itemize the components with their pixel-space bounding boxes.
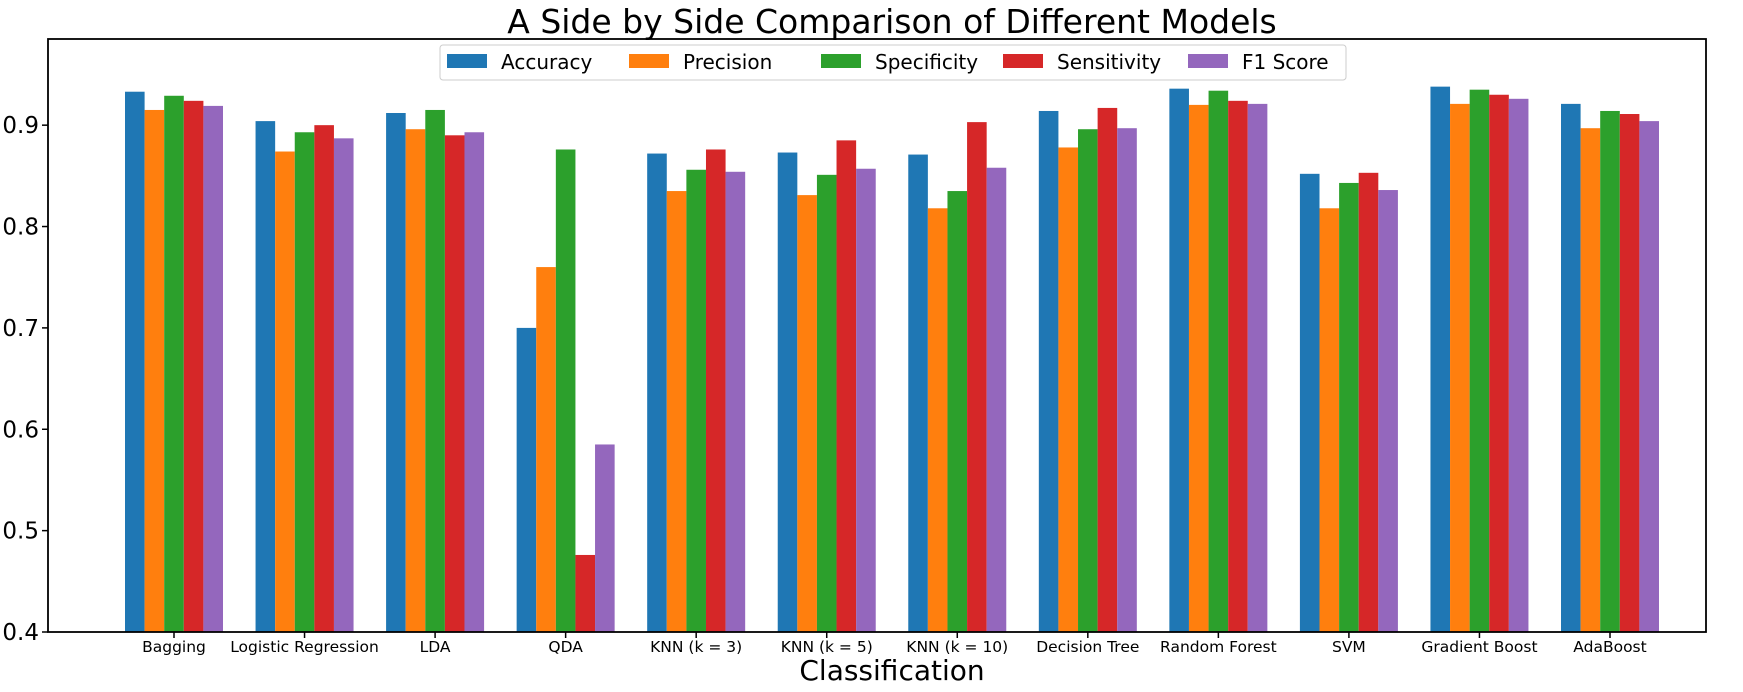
x-tick-label: KNN (k = 5) xyxy=(781,638,873,656)
bar-precision xyxy=(1319,208,1340,632)
bar-accuracy xyxy=(1299,173,1320,632)
y-tick-label: 0.6 xyxy=(2,417,39,443)
x-tick-label: AdaBoost xyxy=(1573,638,1646,656)
legend-label: F1 Score xyxy=(1242,50,1329,74)
bar-sensitivity xyxy=(967,122,987,633)
bar-accuracy xyxy=(1038,110,1059,633)
bar-accuracy xyxy=(1561,103,1581,632)
x-axis: Bagging Logistic Regression LDA QDA KNN (k =… xyxy=(142,632,1647,656)
bar-f1-score xyxy=(333,138,354,632)
bar-precision xyxy=(797,195,817,633)
bar-f1-score xyxy=(986,167,1007,633)
bar-f1-score xyxy=(464,132,485,632)
bar-accuracy xyxy=(908,154,928,632)
bar-accuracy xyxy=(386,113,406,632)
bar-precision xyxy=(405,129,426,632)
bar-precision xyxy=(1450,103,1470,632)
legend-label: Specificity xyxy=(875,50,978,74)
bar-sensitivity xyxy=(444,135,465,633)
legend-label: Precision xyxy=(683,50,772,74)
y-tick-label: 0.5 xyxy=(2,519,39,545)
y-axis: 0.4 0.5 0.6 0.7 0.8 0.9 xyxy=(2,113,48,646)
bar-precision xyxy=(927,208,948,632)
bar-precision xyxy=(1058,147,1079,632)
bar-sensitivity xyxy=(705,149,726,633)
x-tick-label: Logistic Regression xyxy=(230,638,379,656)
bar-specificity xyxy=(1469,89,1490,633)
bar-accuracy xyxy=(516,327,537,632)
bar-f1-score xyxy=(1247,103,1268,632)
x-tick-label: KNN (k = 10) xyxy=(906,638,1008,656)
x-tick-label: QDA xyxy=(548,638,583,656)
x-tick-label: Random Forest xyxy=(1160,638,1277,656)
bar-accuracy xyxy=(1169,88,1189,633)
bar-sensitivity xyxy=(183,100,204,632)
bar-f1-score xyxy=(203,105,223,632)
x-axis-label: Classification xyxy=(799,654,984,687)
bar-precision xyxy=(144,109,165,632)
y-tick-label: 0.9 xyxy=(2,113,39,139)
legend-swatch xyxy=(1003,54,1043,68)
legend-swatch xyxy=(1188,54,1228,68)
legend-swatch xyxy=(821,54,861,68)
bar-specificity xyxy=(1208,90,1229,632)
legend-label: Sensitivity xyxy=(1057,50,1161,74)
bar-accuracy xyxy=(255,121,276,633)
legend-swatch xyxy=(447,54,487,68)
y-tick-label: 0.7 xyxy=(2,316,39,342)
bar-f1-score xyxy=(1508,98,1529,632)
bar-accuracy xyxy=(1430,86,1451,632)
legend-box xyxy=(439,44,1347,81)
bar-f1-score xyxy=(1117,128,1137,632)
bar-sensitivity xyxy=(1489,94,1509,632)
bar-f1-score xyxy=(1378,190,1398,633)
bar-sensitivity xyxy=(1097,107,1118,633)
bar-precision xyxy=(1580,128,1601,632)
bar-sensitivity xyxy=(314,125,334,632)
bar-sensitivity xyxy=(1228,100,1248,632)
bar-specificity xyxy=(555,149,576,633)
bar-f1-score xyxy=(856,168,876,632)
bar-sensitivity xyxy=(1619,114,1640,632)
bar-f1-score xyxy=(1639,121,1659,633)
bar-precision xyxy=(1188,104,1209,632)
bar-accuracy xyxy=(777,152,798,632)
bar-specificity xyxy=(947,191,968,633)
legend: Accuracy Precision Specificity Sensitivity F… xyxy=(439,44,1347,81)
y-tick-label: 0.4 xyxy=(2,620,39,646)
bar-sensitivity xyxy=(1358,172,1379,632)
bar-sensitivity xyxy=(575,554,596,632)
bar-sensitivity xyxy=(836,140,857,632)
plot-frame xyxy=(47,38,1707,633)
chart-title: A Side by Side Comparison of Different M… xyxy=(507,2,1277,41)
bar-accuracy xyxy=(647,153,667,633)
bar-specificity xyxy=(164,95,184,632)
x-tick-label: Gradient Boost xyxy=(1421,638,1537,656)
bar-specificity xyxy=(1600,110,1620,633)
bar-specificity xyxy=(1339,182,1359,632)
legend-label: Accuracy xyxy=(501,50,592,74)
x-tick-label: LDA xyxy=(420,638,451,656)
bars xyxy=(125,86,1659,633)
bar-specificity xyxy=(1078,129,1098,632)
x-tick-label: SVM xyxy=(1332,638,1366,656)
bar-specificity xyxy=(816,174,837,632)
bar-precision xyxy=(666,191,687,633)
x-tick-label: KNN (k = 3) xyxy=(650,638,742,656)
bar-precision xyxy=(275,151,295,632)
x-tick-label: Bagging xyxy=(142,638,206,656)
x-tick-label: Decision Tree xyxy=(1036,638,1139,656)
bar-f1-score xyxy=(725,171,746,633)
bar-f1-score xyxy=(595,444,615,632)
bar-specificity xyxy=(686,169,706,632)
legend-swatch xyxy=(629,54,669,68)
bar-precision xyxy=(536,267,556,632)
bar-specificity xyxy=(425,109,445,632)
y-tick-label: 0.8 xyxy=(2,215,39,241)
bar-specificity xyxy=(294,132,315,632)
bar-accuracy xyxy=(125,91,145,632)
